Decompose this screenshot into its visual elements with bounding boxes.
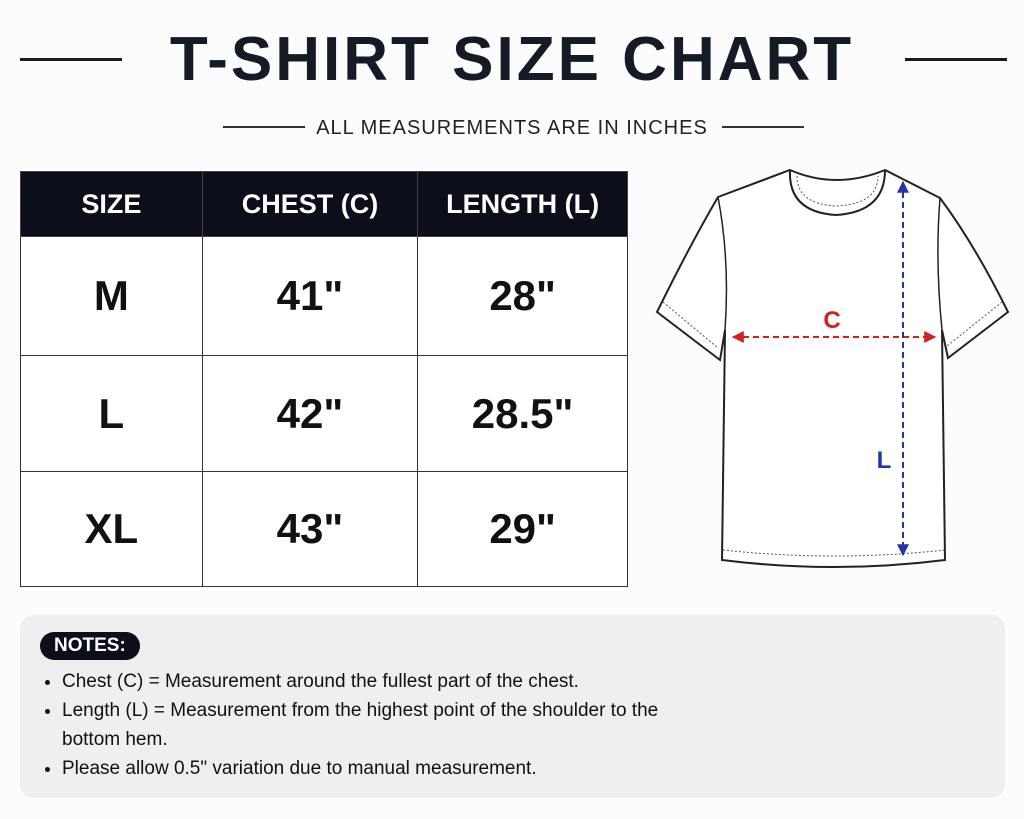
cell: 41"	[201, 236, 419, 356]
cell: 42"	[201, 355, 419, 472]
cell: L	[20, 355, 203, 472]
title-rule	[905, 58, 1007, 61]
collar	[788, 169, 886, 217]
chest-label: C	[823, 307, 840, 334]
cell: 28"	[417, 236, 628, 356]
subtitle-rule	[223, 126, 305, 128]
subtitle-rule	[722, 126, 804, 128]
length-label: L	[877, 447, 892, 474]
header-cell: LENGTH (L)	[417, 171, 628, 237]
cell: 29"	[417, 471, 628, 587]
cell: M	[20, 236, 203, 356]
title: T-SHIRT SIZE CHART	[169, 25, 855, 94]
title-rule	[20, 58, 122, 61]
header-cell: SIZE	[20, 171, 203, 237]
note: Chest (C) = Measurement around the fulle…	[62, 667, 702, 696]
row: L 42" 28.5"	[20, 355, 628, 472]
shirt-diagram: C L	[655, 168, 1010, 568]
sleeve-seam	[717, 196, 943, 331]
shirt-outline	[655, 168, 1010, 568]
notes-panel: NOTES: Chest (C) = Measurement around th…	[20, 615, 1005, 798]
size-table: SIZE CHEST (C) LENGTH (L) M 41" 28" L 42…	[20, 171, 628, 587]
header-cell: CHEST (C)	[201, 171, 419, 237]
notes-list: Chest (C) = Measurement around the fulle…	[42, 667, 702, 783]
header-row: SIZE CHEST (C) LENGTH (L)	[20, 171, 628, 237]
notes-title: NOTES:	[40, 632, 140, 660]
note: Please allow 0.5" variation due to manua…	[62, 754, 702, 783]
cell: 28.5"	[417, 355, 628, 472]
cell: XL	[20, 471, 203, 587]
subtitle: ALL MEASUREMENTS ARE IN INCHES	[316, 117, 708, 139]
note: Length (L) = Measurement from the highes…	[62, 696, 702, 754]
cell: 43"	[201, 471, 419, 587]
row: XL 43" 29"	[20, 471, 628, 587]
row: M 41" 28"	[20, 236, 628, 356]
